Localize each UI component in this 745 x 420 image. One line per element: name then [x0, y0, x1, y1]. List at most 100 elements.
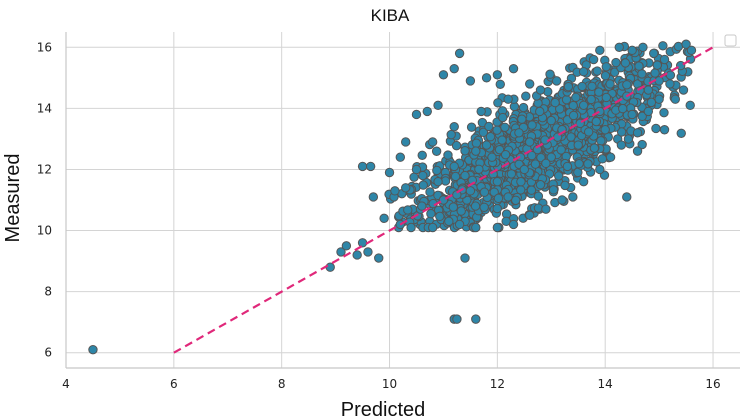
data-point: [601, 92, 612, 103]
data-point: [374, 253, 384, 263]
data-point: [563, 81, 574, 92]
data-point: [634, 61, 644, 71]
data-point: [571, 92, 581, 103]
data-point: [497, 135, 507, 145]
y-tick-label: 12: [37, 162, 52, 176]
data-point: [365, 161, 376, 172]
data-point: [492, 222, 503, 233]
data-point: [685, 100, 695, 111]
data-point: [493, 193, 504, 204]
data-point: [500, 149, 511, 160]
data-point: [425, 187, 435, 197]
data-point: [556, 145, 566, 155]
data-point: [681, 39, 691, 49]
y-tick-label: 8: [44, 285, 52, 299]
data-point: [427, 222, 438, 233]
data-point: [541, 204, 551, 214]
data-point: [578, 100, 589, 111]
data-point: [646, 97, 657, 108]
data-point: [591, 116, 602, 127]
data-point: [587, 81, 597, 92]
data-point: [471, 138, 482, 148]
data-point: [519, 164, 530, 175]
data-point: [517, 114, 527, 124]
data-point: [492, 176, 503, 187]
x-tick-label: 14: [598, 377, 613, 391]
data-point: [454, 219, 465, 230]
data-point: [650, 68, 660, 78]
data-point: [548, 185, 559, 195]
data-point: [460, 253, 470, 263]
data-point: [551, 76, 562, 86]
data-point: [554, 171, 564, 181]
data-point: [652, 60, 662, 70]
data-point: [541, 158, 551, 169]
data-point: [470, 201, 481, 211]
axis-spines: [65, 32, 740, 369]
data-point: [622, 192, 632, 202]
data-point: [492, 70, 503, 80]
data-point: [535, 85, 546, 95]
data-point: [418, 180, 428, 190]
data-point: [435, 211, 445, 222]
data-point: [616, 140, 627, 150]
data-point: [403, 205, 413, 215]
data-point: [514, 128, 524, 138]
data-point: [670, 94, 680, 104]
data-point: [466, 122, 477, 132]
data-point: [545, 69, 555, 79]
data-point: [411, 164, 422, 175]
data-point: [479, 202, 489, 212]
data-point: [487, 152, 497, 162]
y-tick-label: 16: [37, 40, 52, 54]
data-point: [659, 54, 670, 65]
data-point: [546, 152, 556, 162]
data-point: [673, 41, 684, 52]
data-point: [595, 164, 605, 175]
data-point: [658, 41, 668, 51]
data-point: [675, 60, 686, 71]
data-point: [471, 314, 481, 324]
data-point: [555, 104, 565, 114]
data-point: [525, 210, 535, 220]
legend-box: [724, 34, 737, 47]
data-point: [479, 187, 490, 197]
y-tick-label: 10: [37, 224, 52, 238]
data-point: [589, 143, 600, 153]
data-point: [474, 164, 484, 174]
data-point: [643, 106, 654, 117]
data-point: [637, 111, 647, 122]
data-point: [637, 69, 647, 79]
data-point: [618, 103, 628, 114]
data-point: [460, 146, 470, 156]
data-point: [88, 344, 98, 355]
data-point: [611, 57, 621, 68]
data-point: [561, 94, 572, 105]
x-tick-label: 8: [278, 377, 286, 391]
data-point: [448, 202, 459, 212]
data-point: [500, 122, 510, 132]
data-point: [623, 134, 634, 144]
data-point: [654, 94, 664, 104]
data-point: [632, 128, 643, 138]
data-point: [527, 120, 537, 130]
data-point: [594, 87, 604, 97]
data-point: [357, 238, 368, 248]
y-axis-label: Measured: [2, 154, 24, 243]
data-point: [438, 195, 449, 205]
data-point: [449, 161, 459, 172]
data-point: [600, 125, 610, 135]
data-point: [601, 62, 611, 72]
data-point: [485, 132, 496, 142]
data-point: [588, 54, 599, 65]
data-point: [471, 222, 481, 233]
data-point: [493, 98, 503, 108]
data-point: [511, 195, 521, 205]
y-tick-label: 14: [37, 101, 52, 115]
data-point: [432, 165, 442, 176]
x-tick-label: 4: [62, 377, 70, 391]
data-point: [465, 76, 476, 86]
y-tick-labels: 6 8 10 12 14 16: [37, 40, 52, 359]
data-point: [498, 112, 508, 123]
data-point: [471, 146, 481, 156]
